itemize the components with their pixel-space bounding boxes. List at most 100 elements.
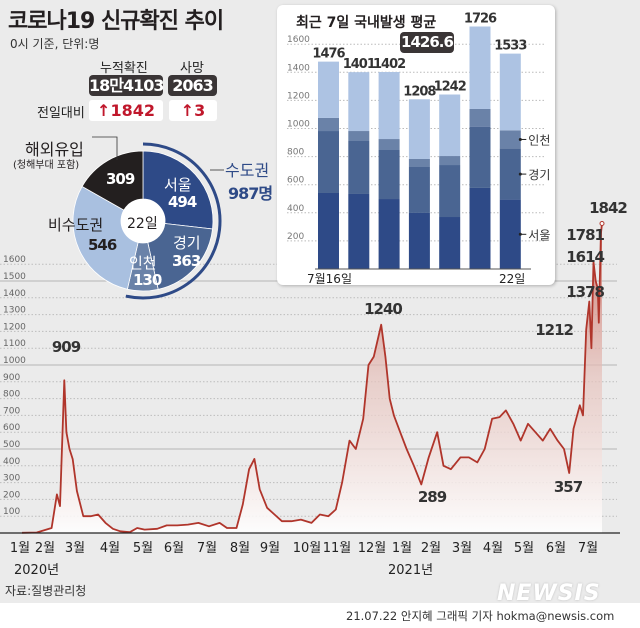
y-tick-label: 600 <box>3 423 20 433</box>
inset-y-tick-label: 800 <box>287 148 304 158</box>
y-tick-label: 1200 <box>3 322 26 332</box>
peak-label: 357 <box>554 478 583 496</box>
inset-y-tick-label: 1600 <box>287 35 310 45</box>
cumulative-value: 18만4103 <box>89 75 165 96</box>
inset-bar-segment <box>318 117 339 132</box>
x-tick-label: 9월 <box>260 541 280 556</box>
y-tick-label: 1000 <box>3 356 26 366</box>
x-tick-label: 7월 <box>197 541 217 556</box>
x-tick-label: 7월 <box>578 541 598 556</box>
peak-label: 1614 <box>566 248 604 266</box>
x-tick-label: 4월 <box>100 541 120 556</box>
legend-dot <box>518 137 522 141</box>
inset-bar-segment <box>499 148 521 200</box>
cumulative-change: ↑1842 <box>89 100 163 121</box>
inset-bar-total: 1208 <box>403 84 436 99</box>
peak-label: 1378 <box>566 283 604 301</box>
year-label: 2020년 <box>14 563 59 578</box>
inset-bar-segment <box>348 193 370 269</box>
inset-bar-segment <box>439 94 461 157</box>
capital-label: 수도권 <box>225 161 270 180</box>
x-tick-label: 6월 <box>546 541 566 556</box>
inset-legend-label: 경기 <box>528 168 550 182</box>
inset-title: 최근 7일 국내발생 평균 <box>296 15 437 31</box>
overseas-value: 309 <box>106 170 135 188</box>
newsis-logo: NEWSIS <box>497 581 601 606</box>
y-tick-label: 700 <box>3 406 20 416</box>
deaths-label: 사망 <box>180 61 204 76</box>
inset-bar-segment <box>499 130 521 149</box>
inset-bar-segment <box>318 61 339 118</box>
inset-y-tick-label: 400 <box>287 204 304 214</box>
inset-legend-label: 인천 <box>528 132 550 147</box>
x-tick-label: 2월 <box>35 541 55 556</box>
seoul-value: 494 <box>168 193 197 211</box>
inset-bar-segment <box>378 139 400 150</box>
line-area-fill <box>22 223 602 533</box>
overseas-label: 해외유입 <box>25 140 84 159</box>
seoul-label: 서울 <box>164 176 192 194</box>
inset-bar-segment <box>499 53 521 131</box>
inset-bar-segment <box>439 165 461 218</box>
y-tick-label: 900 <box>3 373 20 383</box>
peak-label: 289 <box>418 488 447 506</box>
inset-y-tick-label: 1400 <box>287 63 310 73</box>
inset-bar-segment <box>348 131 370 142</box>
inset-bar-total: 1726 <box>464 11 497 26</box>
incheon-label: 인천 <box>129 254 157 272</box>
x-tick-label: 6월 <box>164 541 184 556</box>
inset-bar-segment <box>439 156 461 166</box>
incheon-value: 130 <box>133 271 162 289</box>
x-tick-label: 1월 <box>392 541 412 556</box>
inset-x-label: 22일 <box>499 272 525 285</box>
inset-bar-segment <box>408 99 430 159</box>
x-tick-label: 2월 <box>421 541 441 556</box>
y-tick-label: 400 <box>3 457 20 467</box>
y-tick-label: 300 <box>3 474 20 484</box>
inset-bar-segment <box>318 192 339 269</box>
inset-bar-segment <box>408 212 430 269</box>
x-tick-label: 11월 <box>323 541 352 556</box>
inset-y-tick-label: 200 <box>287 232 304 242</box>
credit: 21.07.22 안지혜 그래픽 기자 hokma@newsis.com <box>346 609 615 623</box>
x-tick-label: 8월 <box>230 541 250 556</box>
inset-bar-segment <box>348 72 370 132</box>
weekly-stacked-bar-chart: 200 400 600 800 1000 1200 1400 1600147614011402… <box>287 11 550 285</box>
capital-value: 987명 <box>228 184 273 203</box>
inset-bar-total: 1402 <box>373 57 405 72</box>
y-tick-label: 1100 <box>3 339 26 349</box>
inset-x-label: 7월16일 <box>307 272 352 285</box>
inset-bar-segment <box>318 131 339 193</box>
inset-bar-segment <box>469 108 491 127</box>
y-tick-label: 1300 <box>3 306 26 316</box>
x-tick-label: 10월 <box>293 541 322 556</box>
y-tick-label: 800 <box>3 390 20 400</box>
inset-bar-segment <box>469 187 491 269</box>
inset-bar-segment <box>469 126 491 188</box>
inset-bar-segment <box>408 158 430 167</box>
inset-bar-segment <box>378 149 400 200</box>
peak-label: 1781 <box>566 226 604 244</box>
peak-label: 909 <box>52 338 81 356</box>
daily-cases-line <box>21 223 603 534</box>
inset-bar-segment <box>499 199 521 269</box>
y-tick-label: 100 <box>3 507 20 517</box>
inset-bar-segment <box>469 26 491 109</box>
donut-chart <box>72 136 224 300</box>
year-label: 2021년 <box>388 563 433 578</box>
peak-marker <box>599 221 605 227</box>
deaths-value: 2063 <box>168 75 217 96</box>
inset-legend-label: 서울 <box>528 228 550 242</box>
non-capital-label: 비수도권 <box>48 216 104 234</box>
x-tick-label: 3월 <box>452 541 472 556</box>
overseas-leader-line <box>92 136 118 160</box>
x-tick-label: 4월 <box>483 541 503 556</box>
cumulative-label: 누적확진 <box>100 61 148 76</box>
inset-y-tick-label: 600 <box>287 176 304 186</box>
inset-bar-segment <box>348 141 370 194</box>
peak-label: 1842 <box>589 199 627 217</box>
inset-bar-total: 1533 <box>494 39 527 54</box>
page-title: 코로나19 신규확진 추이 <box>8 9 224 34</box>
